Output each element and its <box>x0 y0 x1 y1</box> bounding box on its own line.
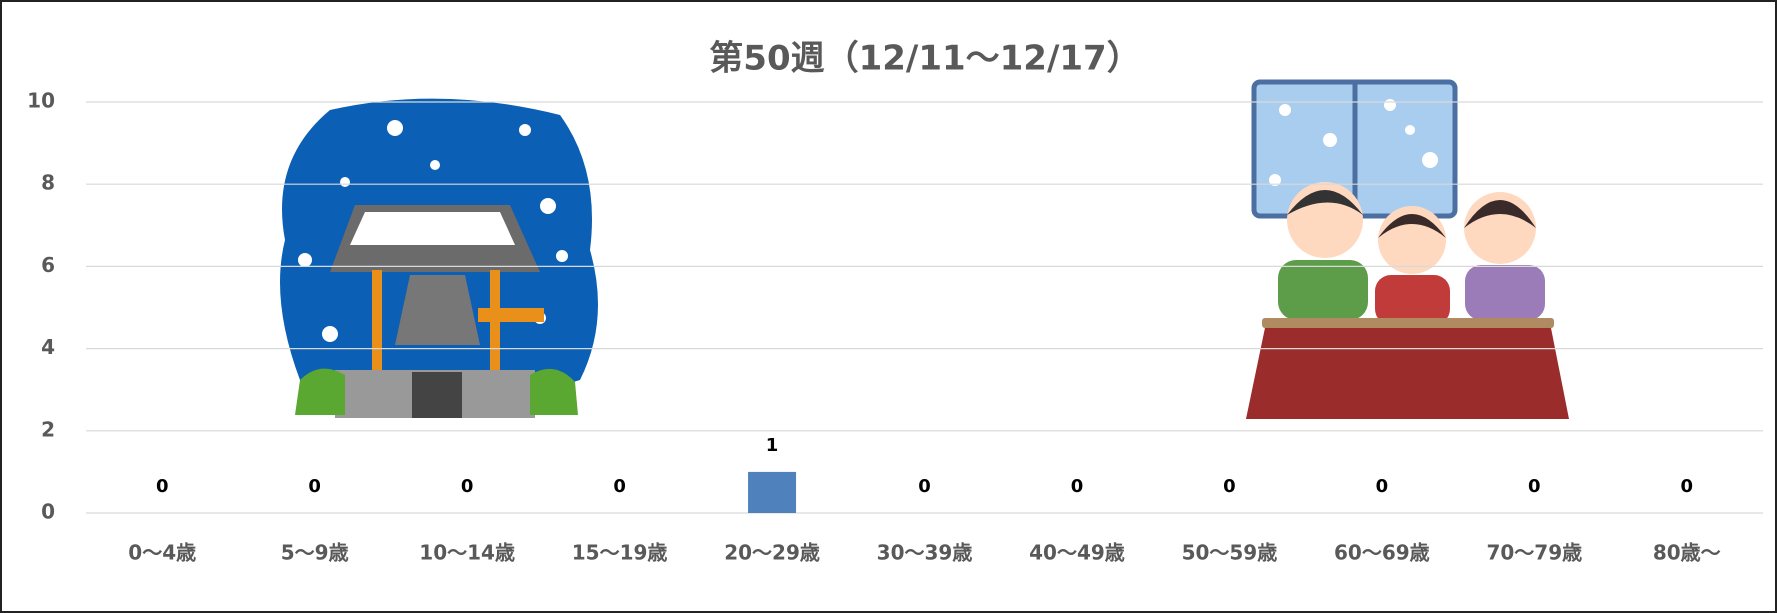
x-tick-label: 70～79歳 <box>1486 541 1582 565</box>
y-tick-label: 8 <box>41 171 55 195</box>
y-tick-label: 6 <box>41 253 55 277</box>
data-label: 0 <box>1223 476 1236 497</box>
data-label: 0 <box>308 476 321 497</box>
x-tick-label: 20～29歳 <box>724 541 820 565</box>
data-label: 0 <box>1681 476 1694 497</box>
chart-title: 第50週（12/11～12/17） <box>709 39 1140 79</box>
x-tick-label: 50～59歳 <box>1182 541 1278 565</box>
y-tick-label: 4 <box>41 335 55 359</box>
y-tick-label: 10 <box>27 89 55 113</box>
data-label: 0 <box>918 476 931 497</box>
data-label: 0 <box>1376 476 1389 497</box>
page: 第50週（12/11～12/17） 02468100～4歳05～9歳010～14… <box>0 0 1777 613</box>
temple-illustration <box>280 99 598 418</box>
x-tick-label: 80歳～ <box>1653 541 1721 565</box>
x-tick-label: 5～9歳 <box>281 541 349 565</box>
data-label: 0 <box>1528 476 1541 497</box>
y-tick-label: 2 <box>41 417 55 441</box>
data-label: 1 <box>766 435 779 456</box>
x-tick-label: 60～69歳 <box>1334 541 1430 565</box>
bar <box>748 472 796 513</box>
x-tick-label: 15～19歳 <box>572 541 668 565</box>
x-tick-label: 0～4歳 <box>128 541 196 565</box>
data-label: 0 <box>156 476 169 497</box>
data-label: 0 <box>461 476 474 497</box>
chart: 第50週（12/11～12/17） 02468100～4歳05～9歳010～14… <box>0 0 1777 613</box>
x-tick-label: 10～14歳 <box>419 541 515 565</box>
x-tick-label: 30～39歳 <box>877 541 973 565</box>
y-tick-label: 0 <box>41 500 55 524</box>
data-label: 0 <box>1071 476 1084 497</box>
x-tick-label: 40～49歳 <box>1029 541 1125 565</box>
data-label: 0 <box>613 476 626 497</box>
